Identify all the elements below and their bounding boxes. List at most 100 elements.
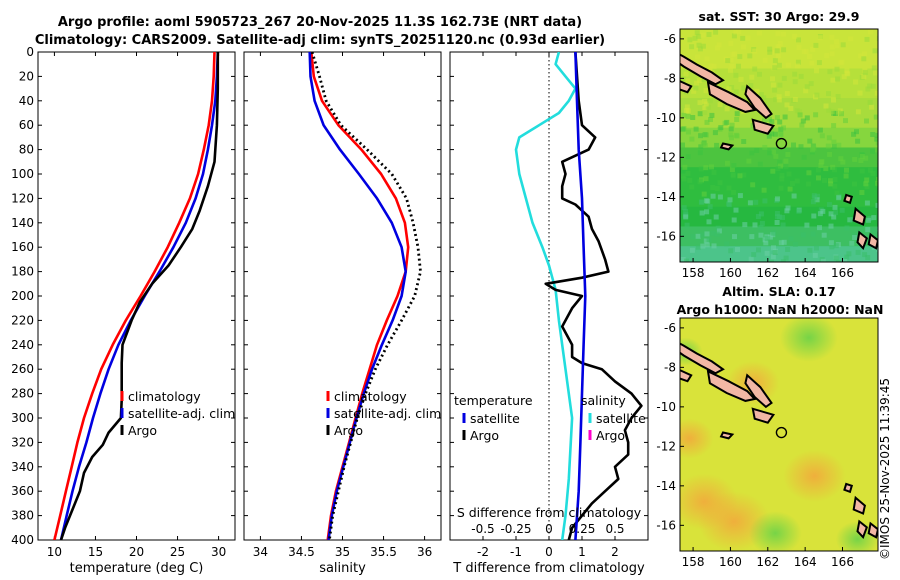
sst-pixel — [726, 201, 732, 207]
sst-pixel — [868, 29, 874, 35]
sst-pixel — [875, 140, 878, 146]
sst-pixel — [876, 36, 878, 42]
sst-pixel — [685, 113, 691, 119]
map-y-tick-label: -10 — [656, 111, 676, 125]
legend-label: climatology — [334, 389, 407, 404]
sst-pixel — [865, 86, 871, 92]
sst-pixel — [778, 240, 784, 246]
sst-pixel — [838, 156, 844, 162]
sst-pixel — [684, 104, 690, 110]
sst-pixel — [710, 185, 716, 190]
sst-pixel — [702, 143, 708, 149]
sst-pixel — [829, 244, 835, 250]
sst-pixel — [696, 42, 702, 48]
legend-title: temperature — [454, 393, 533, 408]
sst-pixel — [844, 167, 849, 173]
sst-pixel — [705, 104, 711, 110]
sst-pixel — [814, 68, 819, 74]
sst-pixel — [736, 63, 741, 69]
sst-pixel — [847, 217, 853, 223]
sst-pixel — [825, 143, 831, 149]
sst-pixel — [706, 237, 712, 243]
y-tick-label: 20 — [19, 69, 34, 83]
sst-pixel — [680, 126, 686, 132]
sst-pixel — [703, 88, 709, 94]
sst-pixel — [728, 248, 734, 254]
island-landmass — [744, 373, 773, 409]
sst-pixel — [827, 151, 833, 157]
sst-pixel — [740, 35, 746, 41]
x-tick-label: 1 — [578, 545, 586, 559]
sst-pixel — [792, 97, 798, 102]
sst-pixel — [836, 195, 842, 201]
sst-pixel — [703, 176, 709, 182]
sst-pixel — [749, 150, 755, 156]
sst-pixel — [683, 208, 689, 214]
sst-pixel — [798, 144, 804, 150]
sst-pixel — [685, 78, 691, 84]
sst-pixel — [830, 77, 836, 83]
sst-pixel — [816, 175, 821, 181]
map-y-tick-label: -14 — [656, 479, 676, 493]
x-tick-label: 25 — [170, 545, 185, 559]
sst-pixel — [836, 142, 842, 148]
sst-pixel — [758, 211, 764, 217]
sst-pixel — [731, 163, 737, 168]
map-x-tick-label: 162 — [756, 555, 779, 569]
sst-pixel — [873, 70, 878, 76]
sst-pixel — [833, 243, 839, 249]
sst-pixel — [754, 88, 760, 94]
salinity-profile: 34 34.5 35 35.5 36 salinity climatology satelli… — [243, 51, 442, 576]
island-landmass — [680, 80, 693, 94]
map-x-tick-label: 162 — [756, 266, 779, 280]
sst-pixel — [729, 85, 735, 90]
sst-pixel — [796, 44, 802, 50]
sla-anomaly-blob — [835, 521, 878, 551]
island-landmass — [867, 232, 878, 250]
argo-position-marker — [775, 426, 788, 439]
sst-pixel — [775, 53, 781, 59]
sst-pixel — [715, 225, 721, 231]
sst-pixel — [728, 132, 734, 138]
sst-pixel — [839, 111, 844, 117]
sst-pixel — [692, 35, 698, 41]
sst-pixel — [791, 142, 796, 148]
x-tick-label: 36 — [417, 545, 432, 559]
island-landmass — [856, 519, 868, 540]
sst-pixel — [752, 66, 758, 72]
sst-pixel — [714, 186, 720, 191]
island-landmass — [856, 230, 868, 251]
island-landmass — [751, 407, 776, 424]
sst-pixel — [713, 214, 719, 220]
map-frame — [679, 317, 879, 552]
sst-pixel — [747, 53, 753, 59]
sst-pixel — [826, 91, 831, 97]
legend-label: climatology — [128, 389, 201, 404]
sst-pixel — [827, 202, 832, 208]
sst-pixel — [757, 71, 762, 77]
sst-pixel — [831, 97, 836, 103]
sst-pixel — [865, 227, 871, 233]
sst-pixel — [826, 135, 832, 141]
sst-pixel — [690, 115, 696, 120]
sst-pixel — [726, 86, 732, 92]
sst-pixel — [704, 119, 710, 125]
sst-pixel — [693, 126, 699, 132]
map-y-tick-label: -14 — [656, 190, 676, 204]
sst-pixel — [810, 231, 816, 237]
y-tick-label: 360 — [11, 484, 34, 498]
sst-pixel — [823, 103, 829, 109]
sst-pixel — [799, 122, 805, 128]
sst-pixel — [817, 35, 823, 41]
sst-pixel — [733, 29, 739, 35]
y-tick-label: 220 — [11, 313, 34, 327]
sst-pixel — [703, 198, 709, 204]
sst-pixel — [855, 249, 861, 255]
plot-frame — [37, 51, 236, 541]
sst-pixel — [728, 40, 734, 46]
sst-pixel — [711, 169, 717, 175]
sst-pixel — [829, 109, 835, 115]
sst-pixel — [834, 190, 840, 196]
sst-pixel — [852, 156, 858, 162]
